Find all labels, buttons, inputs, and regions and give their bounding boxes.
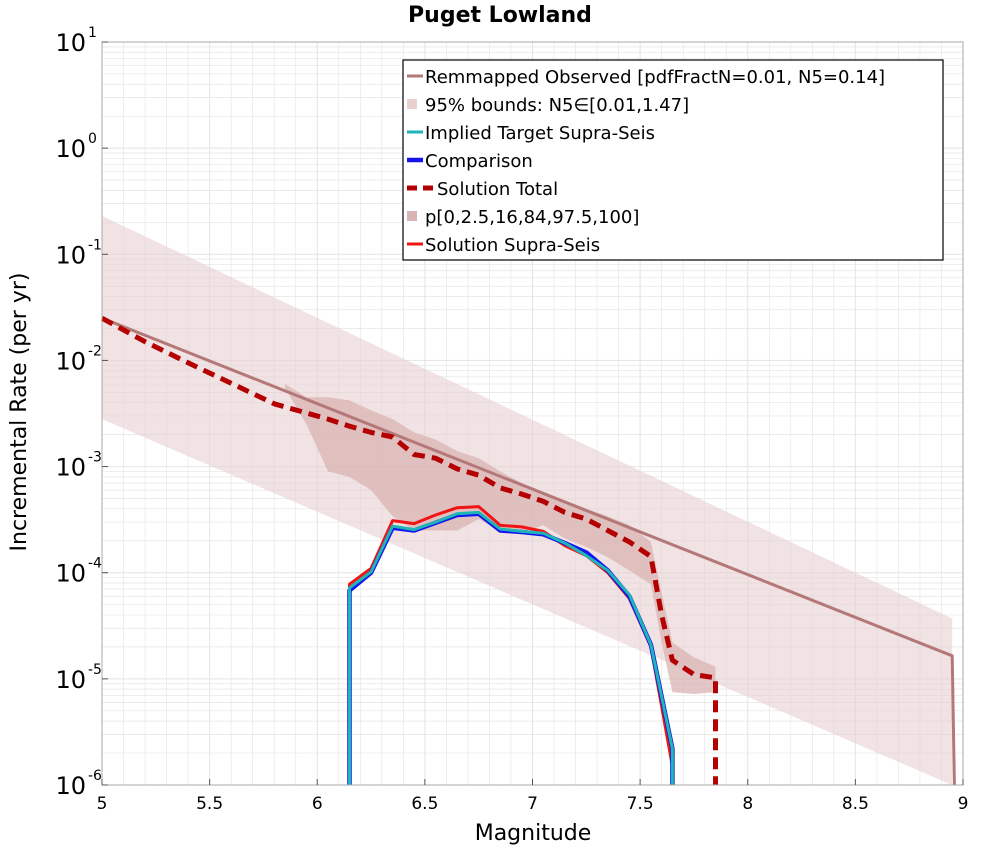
y-tick-exponent: -5 — [88, 662, 102, 678]
legend-label: Implied Target Supra-Seis — [425, 123, 655, 144]
legend-box — [402, 59, 944, 261]
y-tick-label: 10 — [55, 454, 86, 482]
y-tick-exponent: -6 — [88, 768, 102, 784]
y-tick-exponent: -3 — [88, 450, 102, 466]
x-tick-label: 8 — [742, 794, 753, 814]
y-tick-label: 10 — [55, 135, 86, 163]
y-tick-label: 10 — [55, 29, 86, 57]
x-tick-label: 8.5 — [842, 794, 869, 814]
axes: 5 5.5 6 6.5 7 7.5 8 8.5 910 110 010 -110 -210 -310 -41… — [55, 25, 968, 814]
y-axis-label: Incremental Rate (per yr) — [7, 273, 32, 552]
legend-label: Solution Total — [437, 179, 558, 200]
y-tick-label: 10 — [55, 666, 86, 694]
x-tick-label: 6.5 — [411, 794, 438, 814]
y-tick-exponent: -2 — [88, 343, 102, 359]
series-line-0 — [101, 316, 956, 786]
y-tick-exponent: 0 — [88, 131, 97, 147]
x-tick-label: 5 — [97, 794, 108, 814]
x-tick-label: 9 — [958, 794, 969, 814]
x-tick-label: 7.5 — [627, 794, 654, 814]
chart-title: Puget Lowland — [408, 3, 592, 28]
legend-label: 95% bounds: N5∈[0.01,1.47] — [425, 95, 689, 116]
x-tick-label: 5.5 — [196, 794, 223, 814]
series-lines — [100, 316, 956, 786]
legend-label: Remmapped Observed [pdfFractN=0.01, N5=0… — [425, 67, 885, 88]
legend-swatch — [407, 99, 417, 109]
band-5 — [285, 384, 716, 694]
legend-label: p[0,2.5,16,84,97.5,100] — [425, 207, 639, 228]
y-tick-label: 10 — [55, 772, 86, 800]
x-axis-label: Magnitude — [475, 821, 592, 846]
x-tick-label: 6 — [312, 794, 323, 814]
series-line-2 — [348, 510, 674, 785]
x-tick-label: 7 — [527, 794, 538, 814]
y-tick-exponent: -4 — [88, 556, 102, 572]
y-tick-label: 10 — [55, 241, 86, 269]
bands — [102, 215, 953, 785]
y-tick-exponent: -1 — [88, 237, 102, 253]
legend-label: Solution Supra-Seis — [425, 235, 600, 256]
y-tick-label: 10 — [55, 347, 86, 375]
legend: Remmapped Observed [pdfFractN=0.01, N5=0… — [402, 59, 944, 261]
y-tick-label: 10 — [55, 560, 86, 588]
legend-label: Comparison — [425, 151, 533, 172]
legend-swatch — [407, 211, 417, 221]
y-tick-exponent: 1 — [88, 25, 97, 41]
